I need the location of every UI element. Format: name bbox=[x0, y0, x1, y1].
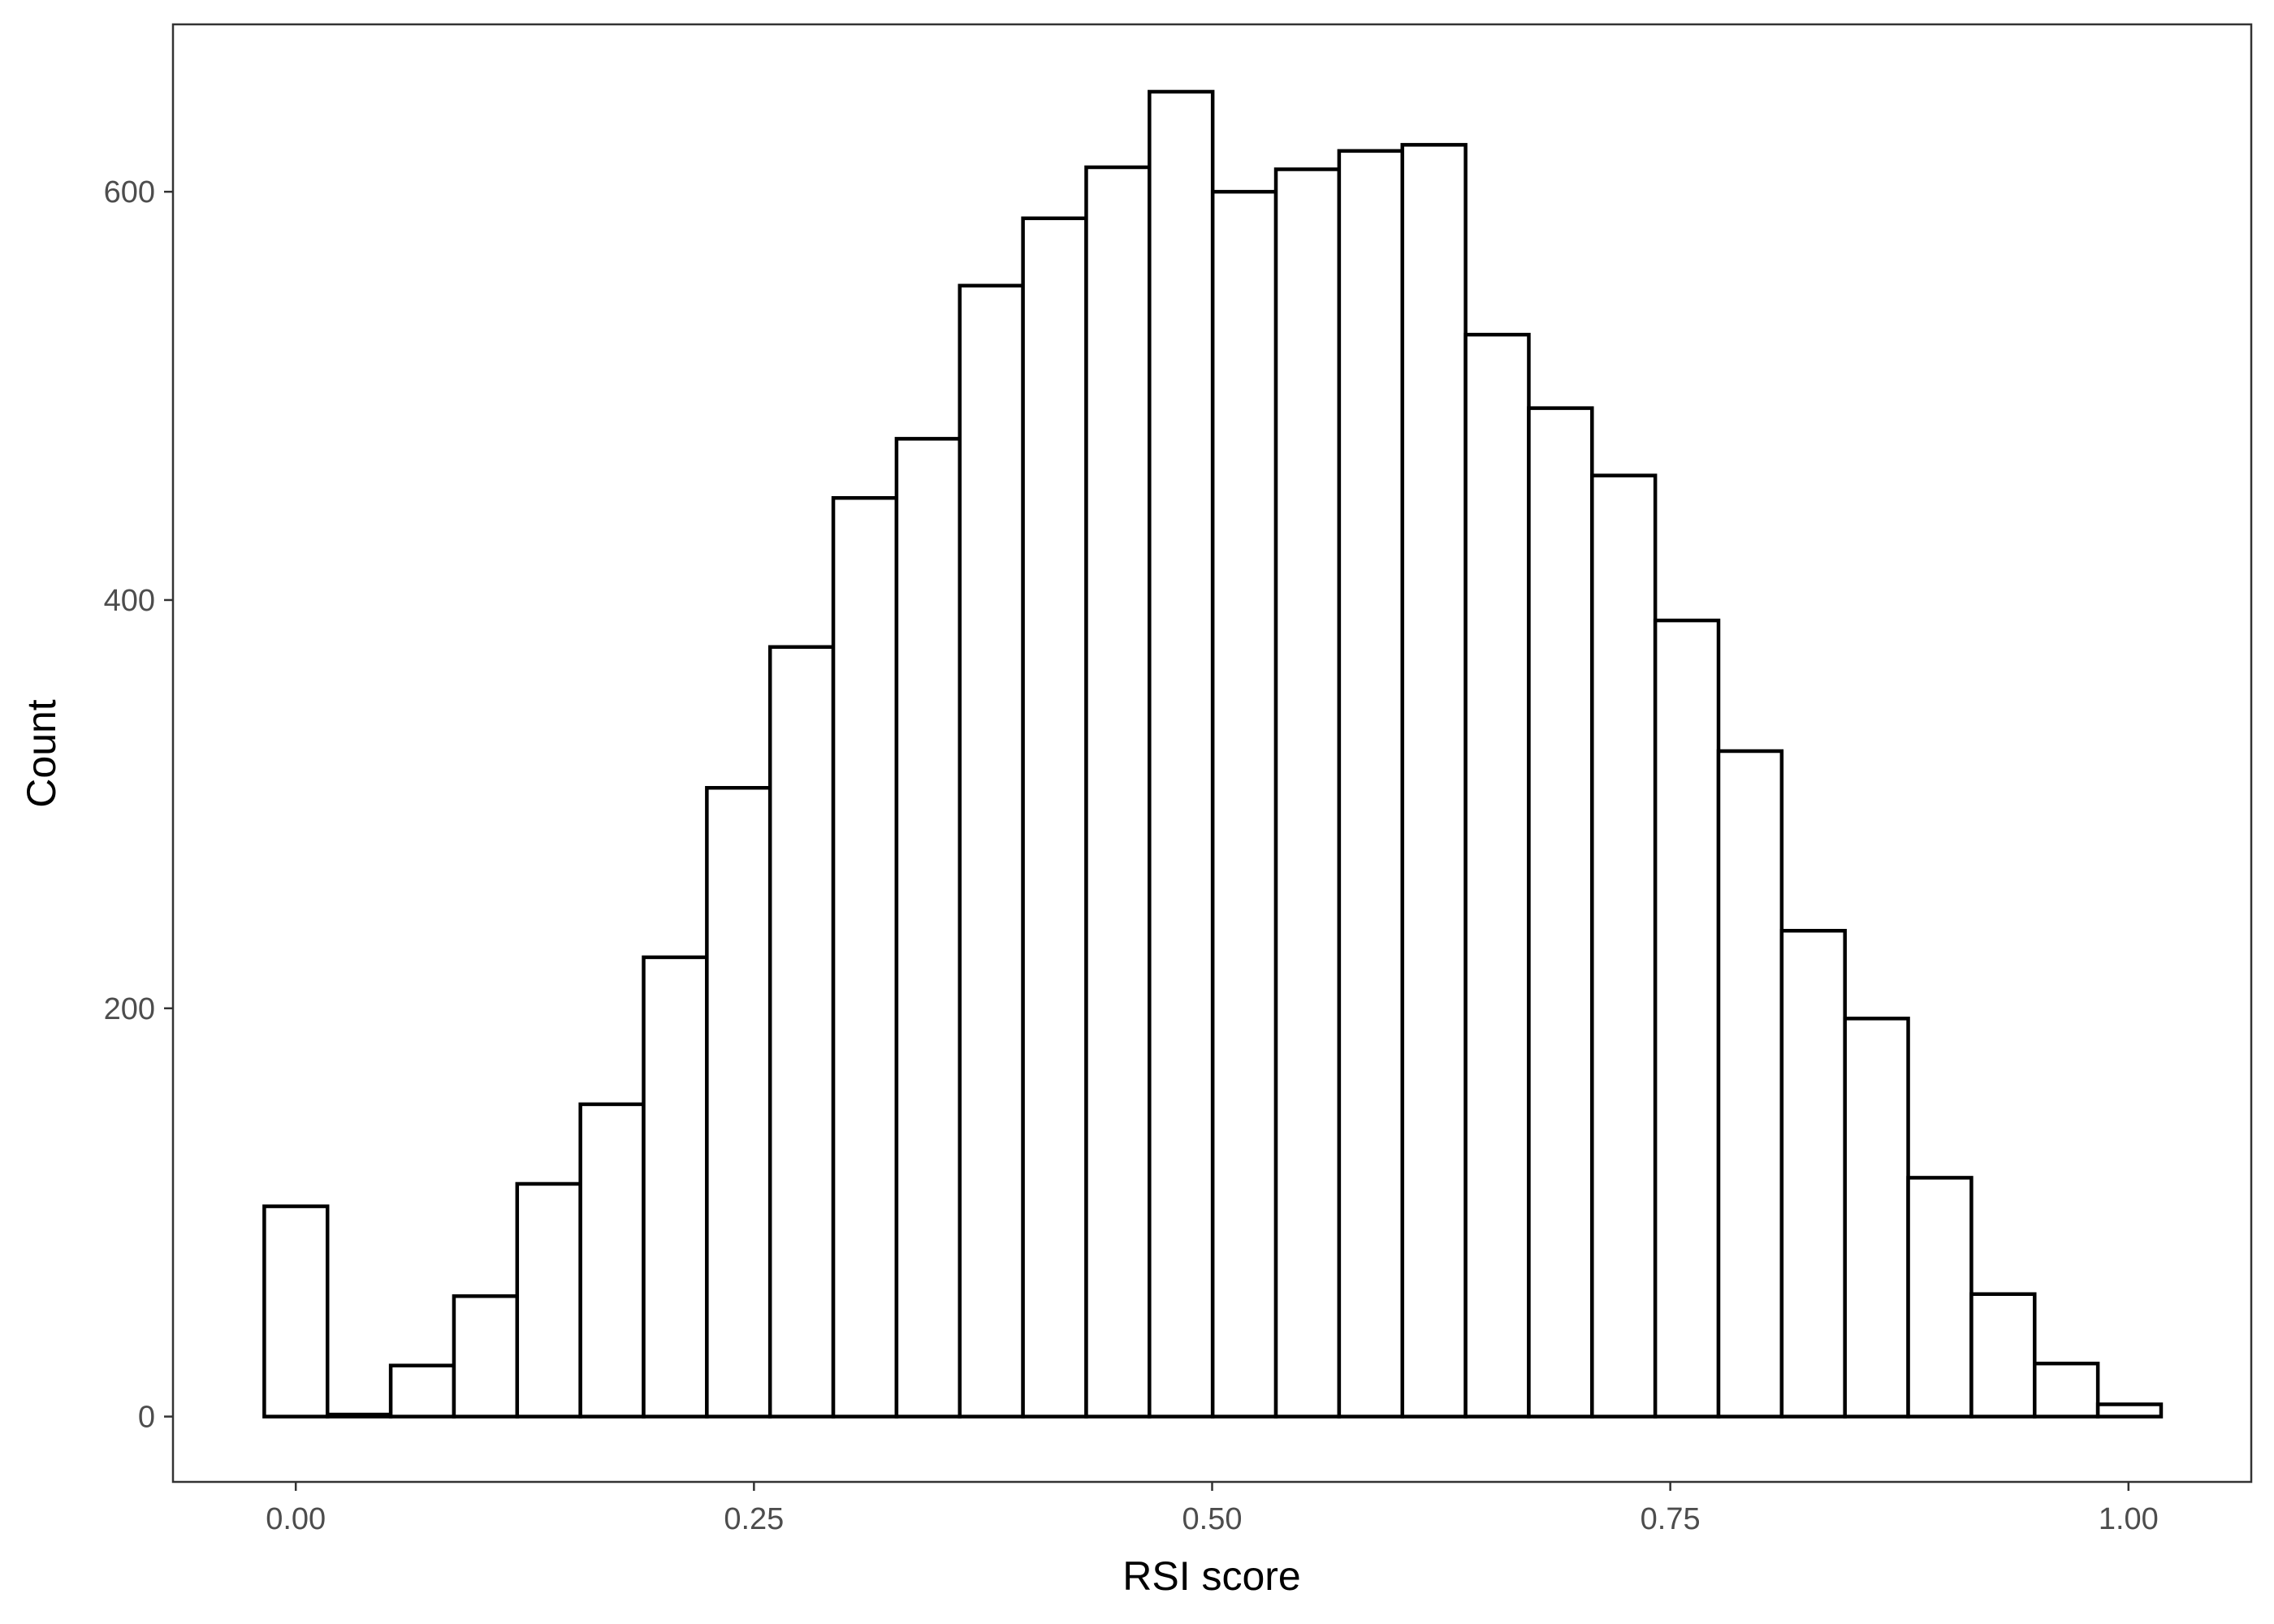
histogram-bar bbox=[515, 1181, 582, 1419]
x-tick-label: 1.00 bbox=[2099, 1502, 2159, 1536]
histogram-bar bbox=[705, 785, 772, 1419]
histogram-bar bbox=[1653, 618, 1721, 1419]
histogram-bar bbox=[831, 496, 899, 1419]
histogram-bar bbox=[1590, 473, 1658, 1419]
y-axis-ticks: 0 200 400 600 bbox=[104, 175, 173, 1435]
histogram-bar bbox=[1969, 1292, 2037, 1419]
histogram-bar bbox=[1273, 167, 1342, 1419]
histogram-bar bbox=[325, 1412, 393, 1419]
histogram-bar bbox=[1779, 928, 1847, 1419]
histogram-bar bbox=[1148, 89, 1215, 1419]
histogram-bar bbox=[1400, 143, 1468, 1419]
histogram-bar bbox=[1527, 406, 1594, 1419]
y-axis-title: Count bbox=[19, 699, 64, 808]
histogram-bar bbox=[894, 437, 962, 1419]
histogram-bar bbox=[262, 1204, 330, 1419]
histogram-bar bbox=[388, 1363, 456, 1419]
x-tick-label: 0.00 bbox=[266, 1502, 326, 1536]
y-tick-label: 600 bbox=[104, 175, 155, 209]
x-tick-label: 0.75 bbox=[1641, 1502, 1701, 1536]
x-tick-label: 0.25 bbox=[724, 1502, 784, 1536]
histogram-bar bbox=[452, 1294, 520, 1419]
histogram-bar bbox=[958, 283, 1025, 1419]
histogram-bar bbox=[1843, 1017, 1910, 1419]
histogram-bar bbox=[1084, 165, 1152, 1419]
histogram-bar bbox=[578, 1102, 646, 1419]
x-tick-label: 0.50 bbox=[1182, 1502, 1243, 1536]
bars-group bbox=[262, 89, 2164, 1419]
y-tick-label: 400 bbox=[104, 584, 155, 618]
histogram-bar bbox=[767, 645, 836, 1419]
x-axis-title: RSI score bbox=[1122, 1553, 1301, 1599]
histogram-bar bbox=[1210, 189, 1278, 1419]
histogram-bar bbox=[2095, 1402, 2164, 1419]
histogram-bar bbox=[2033, 1361, 2100, 1419]
y-tick-label: 200 bbox=[104, 992, 155, 1026]
histogram-bar bbox=[1021, 216, 1088, 1419]
histogram-bar bbox=[1906, 1176, 1974, 1419]
histogram-bar bbox=[642, 955, 709, 1419]
histogram-bar bbox=[1716, 749, 1784, 1419]
x-axis-ticks: 0.00 0.25 0.50 0.75 1.00 bbox=[266, 1482, 2159, 1536]
histogram-bar bbox=[1463, 332, 1531, 1419]
y-tick-label: 0 bbox=[138, 1401, 155, 1435]
histogram-bar bbox=[1337, 149, 1404, 1419]
